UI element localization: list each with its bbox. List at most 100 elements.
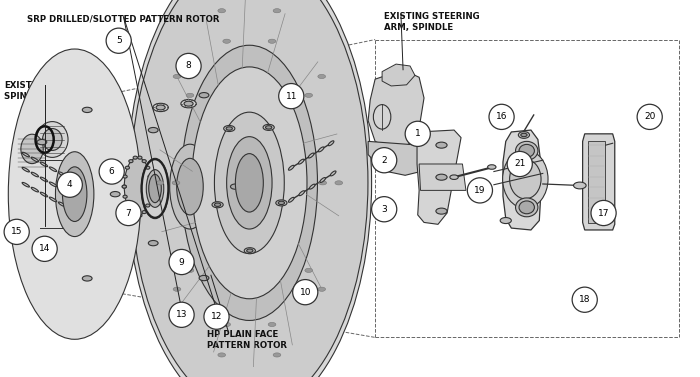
Ellipse shape bbox=[515, 141, 538, 160]
Text: 4: 4 bbox=[67, 180, 73, 189]
Ellipse shape bbox=[62, 167, 87, 222]
Ellipse shape bbox=[41, 177, 48, 182]
Text: 16: 16 bbox=[496, 112, 508, 121]
Ellipse shape bbox=[172, 181, 180, 185]
Text: 6: 6 bbox=[108, 167, 115, 176]
Ellipse shape bbox=[32, 172, 38, 177]
Ellipse shape bbox=[146, 166, 150, 169]
Ellipse shape bbox=[148, 185, 153, 188]
Ellipse shape bbox=[148, 175, 152, 178]
Ellipse shape bbox=[246, 249, 253, 252]
Ellipse shape bbox=[335, 181, 342, 185]
Circle shape bbox=[591, 201, 616, 225]
Ellipse shape bbox=[118, 144, 158, 229]
Circle shape bbox=[293, 280, 318, 305]
Ellipse shape bbox=[15, 126, 50, 172]
Ellipse shape bbox=[133, 156, 137, 159]
Ellipse shape bbox=[436, 142, 447, 148]
Ellipse shape bbox=[305, 268, 312, 273]
Ellipse shape bbox=[212, 202, 223, 208]
Circle shape bbox=[372, 148, 397, 173]
Ellipse shape bbox=[319, 181, 327, 185]
Ellipse shape bbox=[148, 241, 158, 246]
Ellipse shape bbox=[218, 353, 225, 357]
Ellipse shape bbox=[122, 185, 127, 188]
Ellipse shape bbox=[142, 211, 146, 214]
Ellipse shape bbox=[55, 152, 94, 237]
Ellipse shape bbox=[192, 67, 307, 299]
Circle shape bbox=[106, 28, 132, 53]
Ellipse shape bbox=[223, 39, 230, 43]
Text: 10: 10 bbox=[300, 288, 311, 297]
Polygon shape bbox=[368, 70, 424, 149]
Text: 20: 20 bbox=[644, 112, 655, 121]
Ellipse shape bbox=[181, 100, 196, 108]
Ellipse shape bbox=[129, 159, 133, 162]
Ellipse shape bbox=[318, 74, 326, 78]
Polygon shape bbox=[588, 141, 605, 223]
Ellipse shape bbox=[436, 174, 447, 180]
Text: 14: 14 bbox=[39, 244, 50, 253]
Ellipse shape bbox=[268, 322, 276, 326]
Ellipse shape bbox=[148, 185, 153, 188]
Ellipse shape bbox=[276, 200, 287, 206]
Circle shape bbox=[637, 104, 662, 129]
Ellipse shape bbox=[199, 92, 209, 98]
Ellipse shape bbox=[8, 49, 141, 339]
Ellipse shape bbox=[330, 171, 336, 176]
Polygon shape bbox=[417, 130, 461, 224]
Ellipse shape bbox=[224, 126, 234, 132]
Ellipse shape bbox=[488, 165, 496, 169]
Ellipse shape bbox=[22, 152, 29, 157]
Ellipse shape bbox=[288, 165, 294, 170]
Ellipse shape bbox=[235, 154, 263, 212]
Ellipse shape bbox=[230, 184, 240, 189]
Ellipse shape bbox=[49, 167, 57, 172]
Ellipse shape bbox=[278, 201, 284, 205]
Circle shape bbox=[405, 121, 430, 146]
Ellipse shape bbox=[169, 144, 210, 229]
Ellipse shape bbox=[373, 105, 391, 129]
Ellipse shape bbox=[138, 156, 142, 159]
Ellipse shape bbox=[184, 101, 193, 106]
Polygon shape bbox=[582, 134, 615, 230]
Ellipse shape bbox=[214, 203, 220, 207]
Text: 18: 18 bbox=[579, 295, 591, 304]
Ellipse shape bbox=[146, 204, 150, 207]
Ellipse shape bbox=[67, 207, 75, 211]
Polygon shape bbox=[503, 130, 540, 230]
Ellipse shape bbox=[227, 137, 272, 229]
Ellipse shape bbox=[518, 132, 529, 138]
Ellipse shape bbox=[49, 197, 57, 202]
Text: 21: 21 bbox=[514, 159, 526, 169]
Ellipse shape bbox=[218, 9, 225, 13]
Text: 3: 3 bbox=[382, 205, 387, 214]
Ellipse shape bbox=[186, 93, 194, 97]
Circle shape bbox=[169, 302, 194, 327]
Ellipse shape bbox=[519, 144, 534, 157]
Ellipse shape bbox=[43, 129, 62, 150]
Circle shape bbox=[572, 287, 597, 312]
Ellipse shape bbox=[83, 276, 92, 281]
Ellipse shape bbox=[320, 178, 326, 182]
Circle shape bbox=[32, 236, 57, 261]
Ellipse shape bbox=[132, 70, 248, 303]
Ellipse shape bbox=[123, 175, 127, 178]
Circle shape bbox=[468, 178, 493, 203]
Ellipse shape bbox=[148, 195, 152, 198]
Ellipse shape bbox=[176, 158, 203, 215]
Ellipse shape bbox=[58, 187, 66, 192]
Ellipse shape bbox=[265, 126, 272, 129]
Ellipse shape bbox=[299, 191, 304, 196]
Ellipse shape bbox=[519, 201, 534, 214]
Text: 19: 19 bbox=[474, 186, 486, 195]
Ellipse shape bbox=[21, 134, 43, 164]
Ellipse shape bbox=[298, 159, 304, 164]
Ellipse shape bbox=[436, 208, 447, 214]
Circle shape bbox=[204, 304, 229, 329]
Ellipse shape bbox=[41, 192, 48, 197]
Text: 12: 12 bbox=[211, 312, 222, 321]
Text: 13: 13 bbox=[176, 310, 188, 319]
Ellipse shape bbox=[318, 287, 326, 291]
Ellipse shape bbox=[450, 175, 459, 179]
